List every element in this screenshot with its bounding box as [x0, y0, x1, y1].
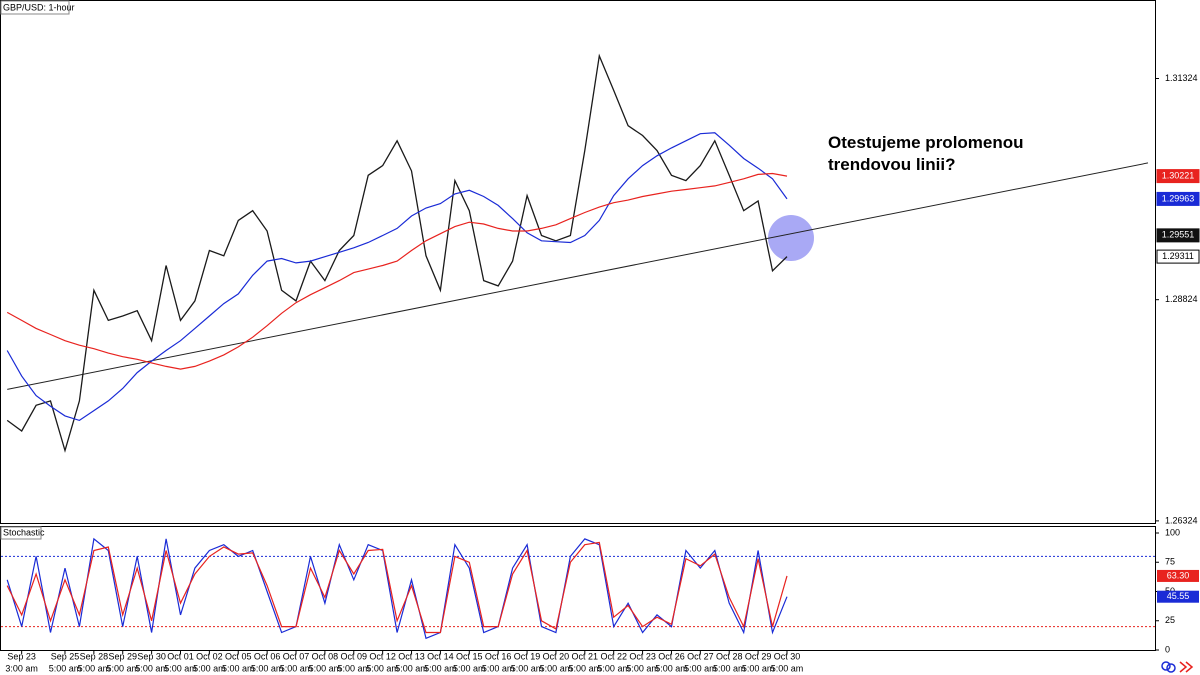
- price-marker-label: 1.30221: [1162, 170, 1195, 180]
- x-tick-label: Oct 14: [427, 651, 454, 661]
- x-tick-label: Oct 07: [283, 651, 310, 661]
- x-time-label: 5:00 am: [511, 663, 544, 673]
- x-time-label: 5:00 am: [742, 663, 775, 673]
- x-time-label: 5:00 am: [309, 663, 342, 673]
- x-time-label: 5:00 am: [366, 663, 399, 673]
- x-tick-label: Oct 08: [312, 651, 339, 661]
- y-tick-label: 100: [1165, 527, 1180, 537]
- series-line: [6, 53, 788, 453]
- indicator-box: [0, 526, 42, 540]
- x-time-label: 5:00 am: [713, 663, 746, 673]
- x-time-label: 5:00 am: [106, 663, 139, 673]
- price-marker-label: 1.29963: [1162, 193, 1195, 203]
- x-tick-label: Sep 30: [137, 651, 166, 661]
- x-time-label: 5:00 am: [482, 663, 515, 673]
- x-time-label: 5:00 am: [164, 663, 197, 673]
- x-tick-label: Oct 23: [629, 651, 656, 661]
- price-marker: [1156, 191, 1200, 206]
- x-time-label: 5:00 am: [338, 663, 371, 673]
- annotation: Otestujeme prolomenou: [828, 133, 1024, 152]
- symbol-label: GBP/USD: 1-hour: [3, 2, 75, 12]
- symbol-box: [0, 0, 70, 15]
- x-tick-label: Oct 30: [774, 651, 801, 661]
- x-time-label: 5:00 am: [569, 663, 602, 673]
- x-time-label: 5:00 am: [424, 663, 457, 673]
- value-marker-label: 45.55: [1167, 591, 1190, 601]
- x-tick-label: Sep 23: [7, 651, 36, 661]
- x-tick-label: Oct 16: [485, 651, 512, 661]
- x-time-label: 5:00 am: [684, 663, 717, 673]
- y-tick-label: 25: [1165, 615, 1175, 625]
- x-tick-label: Oct 19: [514, 651, 541, 661]
- x-tick-label: Oct 29: [745, 651, 772, 661]
- x-time-label: 5:00 am: [540, 663, 573, 673]
- x-time-label: 5:00 am: [771, 663, 804, 673]
- x-time-label: 5:00 am: [655, 663, 688, 673]
- x-time-label: 5:00 am: [626, 663, 659, 673]
- y-tick-label: 75: [1165, 557, 1175, 567]
- x-time-label: 5:00 am: [453, 663, 486, 673]
- price-marker-label: 1.29311: [1162, 251, 1194, 261]
- x-tick-label: Oct 28: [716, 651, 743, 661]
- value-marker: [1157, 569, 1199, 582]
- x-tick-label: Oct 01: [167, 651, 194, 661]
- x-tick-label: Oct 06: [254, 651, 281, 661]
- x-tick-label: Oct 02: [196, 651, 223, 661]
- x-tick-label: Oct 26: [658, 651, 685, 661]
- y-tick-label: 0: [1165, 644, 1170, 654]
- trendline: [7, 162, 1149, 390]
- x-tick-label: Oct 21: [572, 651, 599, 661]
- price-marker: [1156, 249, 1200, 264]
- series-line: [6, 541, 788, 634]
- y-tick-label: 1.28824: [1165, 294, 1198, 304]
- x-tick-label: Oct 12: [369, 651, 396, 661]
- price-marker: [1156, 169, 1200, 184]
- series-line: [6, 132, 788, 422]
- y-tick-label: 1.31324: [1165, 73, 1198, 83]
- series-line: [6, 172, 788, 370]
- value-marker-label: 63.30: [1167, 570, 1190, 580]
- stochastic-panel: [0, 526, 1156, 651]
- x-tick-label: Oct 27: [687, 651, 714, 661]
- indicator-label: Stochastic: [3, 527, 45, 537]
- x-tick-label: Sep 29: [108, 651, 137, 661]
- price-marker: [1156, 228, 1200, 243]
- x-tick-label: Sep 28: [80, 651, 109, 661]
- value-marker: [1157, 590, 1199, 603]
- x-time-label: 5:00 am: [193, 663, 226, 673]
- x-time-label: 5:00 am: [49, 663, 82, 673]
- toolbar-icons: [1161, 661, 1194, 673]
- annotation: trendovou linii?: [828, 155, 956, 174]
- series-line: [6, 537, 788, 640]
- x-tick-label: Oct 15: [456, 651, 483, 661]
- x-tick-label: Oct 09: [341, 651, 368, 661]
- x-time-label: 5:00 am: [251, 663, 284, 673]
- x-tick-label: Sep 25: [51, 651, 80, 661]
- x-tick-label: Oct 13: [398, 651, 425, 661]
- highlight-circle: [768, 215, 814, 261]
- x-tick-label: Oct 22: [600, 651, 627, 661]
- x-time-label: 5:00 am: [395, 663, 428, 673]
- price-marker-label: 1.29551: [1162, 230, 1195, 240]
- x-time-label: 5:00 am: [135, 663, 168, 673]
- x-time-label: 5:00 am: [280, 663, 313, 673]
- x-time-label: 5:00 am: [222, 663, 255, 673]
- x-tick-label: Oct 05: [225, 651, 252, 661]
- price-panel: [0, 0, 1156, 524]
- x-tick-label: Oct 20: [543, 651, 570, 661]
- y-tick-label: 1.26324: [1165, 515, 1198, 525]
- x-time-label: 5:00 am: [78, 663, 111, 673]
- x-time-label: 3:00 am: [5, 663, 38, 673]
- x-time-label: 5:00 am: [597, 663, 630, 673]
